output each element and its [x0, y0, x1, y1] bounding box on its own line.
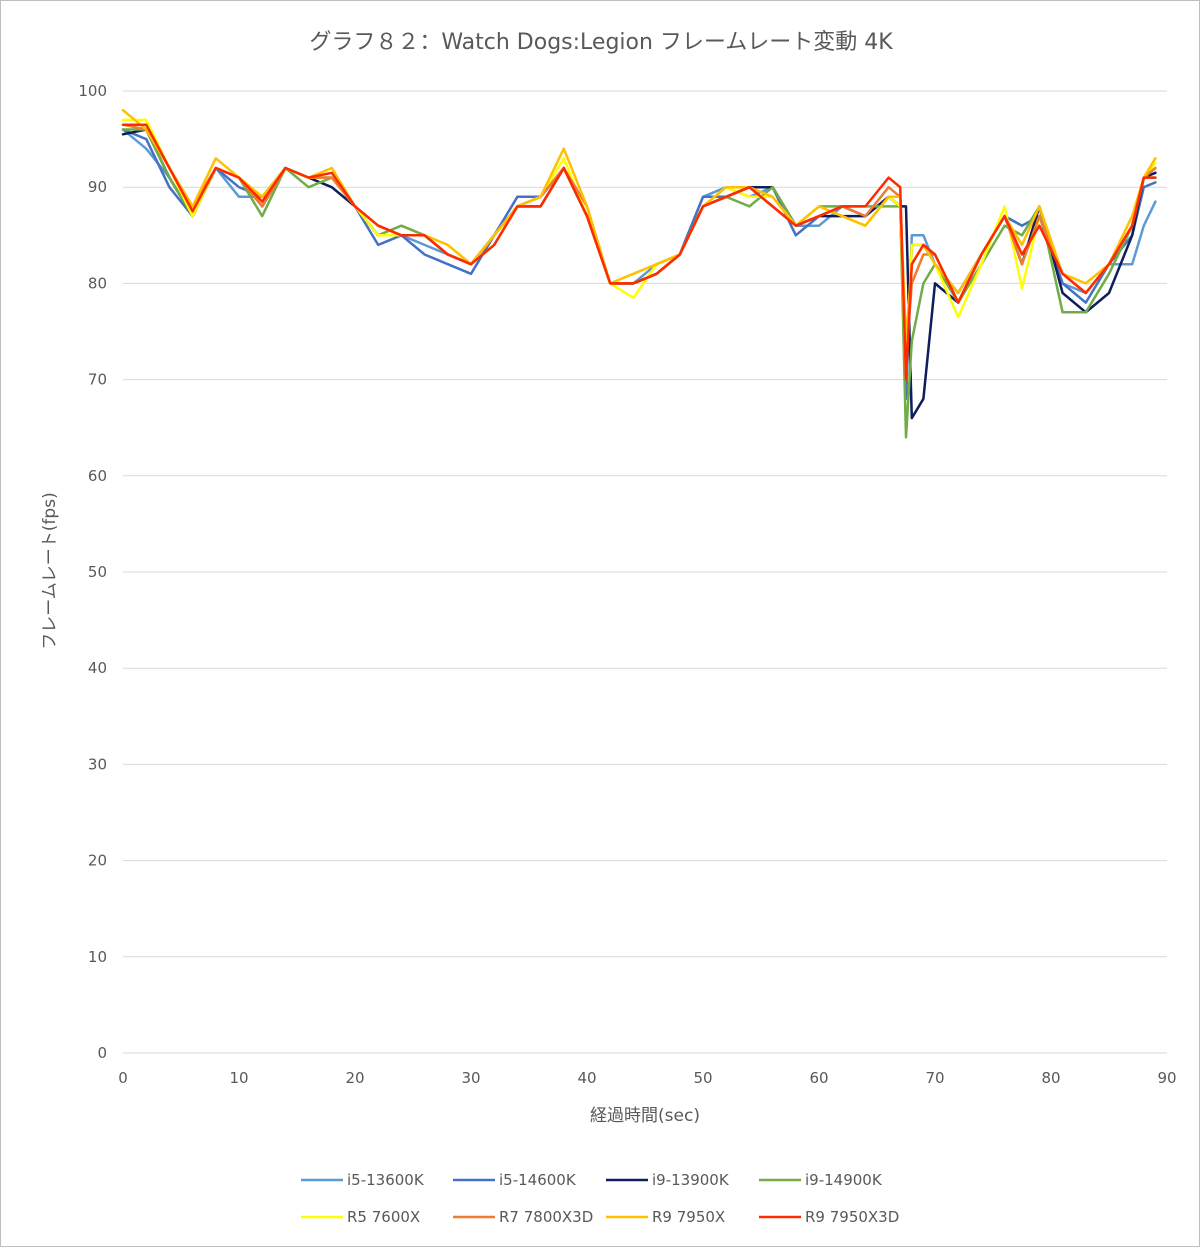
x-axis-title: 経過時間(sec) — [590, 1106, 700, 1126]
legend-label: i5-14600K — [499, 1171, 577, 1189]
legend-label: i5-13600K — [347, 1171, 425, 1189]
x-tick-label: 40 — [577, 1069, 596, 1087]
y-axis-title: フレームレート(fps) — [40, 492, 60, 649]
legend-label: R7 7800X3D — [499, 1208, 593, 1226]
series-line-0 — [121, 128, 1157, 401]
x-tick-label: 30 — [461, 1069, 480, 1087]
x-tick-label: 20 — [345, 1069, 364, 1087]
chart-title: グラフ８２：Watch Dogs:Legion フレームレート変動 4K — [309, 30, 893, 55]
y-tick-label: 100 — [78, 82, 107, 100]
series-line-2 — [121, 128, 1157, 420]
gridlines — [123, 90, 1167, 958]
legend: i5-13600K i5-14600K i9-13900K i9-14900K R5 7… — [301, 1171, 899, 1226]
x-tick-label: 0 — [118, 1069, 128, 1087]
series-line-7 — [121, 123, 1157, 381]
x-tick-labels: 0 10 20 30 40 50 60 70 80 90 — [118, 1069, 1176, 1087]
y-tick-label: 40 — [88, 659, 107, 677]
series-line-4 — [121, 118, 1157, 381]
y-tick-label: 60 — [88, 467, 107, 485]
series-line-6 — [121, 108, 1157, 343]
series-line-5 — [121, 123, 1157, 362]
legend-label: R9 7950X3D — [805, 1208, 899, 1226]
legend-label: i9-13900K — [652, 1171, 730, 1189]
series-lines — [121, 108, 1157, 439]
y-tick-label: 0 — [97, 1044, 107, 1062]
legend-label: R9 7950X — [652, 1208, 725, 1226]
x-tick-label: 80 — [1041, 1069, 1060, 1087]
y-tick-labels: 0 10 20 30 40 50 60 70 80 90 100 — [78, 82, 107, 1062]
y-tick-label: 20 — [88, 852, 107, 870]
y-tick-label: 50 — [88, 563, 107, 581]
legend-label: R5 7600X — [347, 1208, 420, 1226]
x-tick-label: 10 — [229, 1069, 248, 1087]
x-tick-label: 50 — [693, 1069, 712, 1087]
x-tick-label: 60 — [809, 1069, 828, 1087]
y-tick-label: 90 — [88, 178, 107, 196]
y-tick-label: 70 — [88, 371, 107, 389]
legend-label: i9-14900K — [805, 1171, 883, 1189]
y-tick-label: 10 — [88, 948, 107, 966]
series-line-1 — [121, 128, 1157, 401]
y-tick-label: 80 — [88, 274, 107, 292]
x-tick-label: 70 — [925, 1069, 944, 1087]
x-tick-label: 90 — [1157, 1069, 1176, 1087]
y-tick-label: 30 — [88, 755, 107, 773]
